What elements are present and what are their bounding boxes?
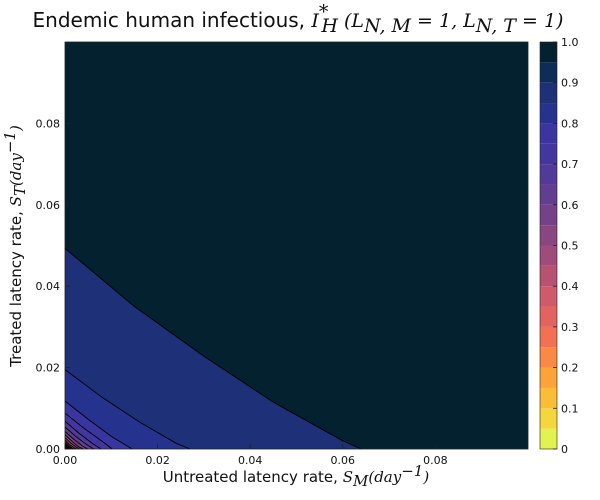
colorbar-band: [540, 204, 557, 226]
colorbar-band: [540, 326, 557, 348]
y-axis-ticks: 0.00 0.02 0.04 0.06 0.08: [36, 117, 70, 456]
chart-title-text: Endemic human infectious,: [33, 8, 312, 32]
colorbar-band: [540, 265, 557, 287]
y-axis-label-symbol: S: [7, 196, 25, 206]
contour-line: [64, 437, 81, 450]
colorbar-tick-label: 0: [561, 443, 568, 456]
colorbar-tick-label: 1.0: [561, 36, 579, 49]
colorbar-band: [540, 367, 557, 388]
colorbar-band: [540, 123, 557, 144]
colorbar-band: [540, 184, 557, 205]
chart-title: Endemic human infectious, I* H (LN, M = 1,…: [33, 1, 564, 37]
y-axis-label-sub: T: [11, 185, 29, 196]
colorbar-band: [540, 225, 557, 246]
chart-title-arg1-sub: N, M: [363, 15, 411, 37]
colorbar-tick-label: 0.9: [561, 77, 579, 90]
colorbar-band: [540, 42, 557, 63]
x-axis-ticks: 0.00 0.02 0.04 0.06 0.08: [53, 444, 448, 467]
y-tick-label: 0.02: [36, 362, 61, 375]
colorbar-ticks: 0 0.1 0.2 0.3 0.4 0.5 0.6 0.7 0.8 0.9 1.0: [553, 36, 579, 456]
contour-line: [64, 412, 113, 450]
colorbar: 0 0.1 0.2 0.3 0.4 0.5 0.6 0.7 0.8 0.9 1.0: [539, 36, 579, 456]
colorbar-band: [540, 62, 557, 83]
contour-bands: [65, 42, 528, 449]
contour-line: [64, 442, 74, 450]
x-axis-label-sub: M: [352, 472, 369, 490]
colorbar-band: [540, 347, 557, 368]
plot-area: [64, 41, 529, 450]
contour-line: [64, 426, 94, 450]
contour-band: [65, 248, 362, 449]
contour-line: [64, 420, 102, 450]
chart-title-arg2-eq: = 1): [516, 10, 564, 32]
chart-title-arg2-sub: N, T: [475, 15, 517, 37]
x-tick-label: 0.00: [53, 454, 78, 467]
colorbar-tick-label: 0.4: [561, 280, 579, 293]
y-tick-label: 0.06: [36, 199, 61, 212]
colorbar-tick-label: 0.2: [561, 362, 579, 375]
contour-line: [64, 431, 88, 450]
x-axis-label-unit: (day: [368, 468, 401, 486]
contour-line: [64, 248, 362, 450]
x-tick-label: 0.04: [238, 454, 263, 467]
contour-line: [64, 369, 191, 450]
colorbar-band: [540, 408, 557, 429]
contour-line: [64, 440, 75, 450]
y-axis-label-unit: (day: [7, 153, 25, 186]
contour-line: [64, 434, 84, 450]
colorbar-tick-label: 0.6: [561, 199, 579, 212]
colorbar-band: [540, 428, 557, 449]
colorbar-tick-label: 0.1: [561, 402, 579, 415]
x-axis-label-sup: −1: [401, 462, 423, 480]
contour-line: [64, 439, 78, 450]
colorbar-band: [540, 82, 557, 104]
chart-title-symbol: I: [310, 10, 319, 32]
chart-title-symbol-sub: H: [320, 15, 338, 37]
colorbar-band: [540, 245, 557, 266]
colorbar-bands: [540, 42, 557, 449]
colorbar-tick-label: 0.7: [561, 158, 579, 171]
y-tick-label: 0.00: [36, 443, 61, 456]
x-axis-label: Untreated latency rate, SM(day−1): [163, 462, 430, 490]
x-axis-label-end: ): [422, 468, 429, 486]
colorbar-band: [540, 103, 557, 124]
x-tick-label: 0.02: [145, 454, 170, 467]
x-tick-label: 0.06: [331, 454, 356, 467]
colorbar-band: [540, 164, 557, 185]
x-axis-label-symbol: S: [343, 468, 353, 486]
colorbar-band: [540, 387, 557, 409]
x-axis-label-text: Untreated latency rate,: [163, 468, 343, 486]
colorbar-tick-label: 0.3: [561, 321, 579, 334]
y-tick-label: 0.04: [36, 280, 61, 293]
contour-lines: [64, 248, 362, 450]
colorbar-band: [540, 306, 557, 327]
chart-title-symbol-sup: *: [319, 1, 329, 23]
y-axis-label-sup: −1: [1, 131, 19, 153]
chart-title-args: (L: [344, 10, 364, 32]
x-tick-label: 0.08: [423, 454, 448, 467]
y-axis-label: Treated latency rate, ST(day−1): [1, 125, 29, 368]
y-axis-label-text: Treated latency rate,: [7, 206, 25, 368]
plot-frame: [64, 41, 529, 450]
colorbar-tick-label: 0.5: [561, 240, 579, 253]
chart-title-arg1-eq: = 1, L: [411, 10, 476, 32]
y-axis-label-end: ): [7, 125, 25, 132]
contour-line: [64, 400, 133, 450]
colorbar-band: [540, 143, 557, 165]
colorbar-tick-label: 0.8: [561, 117, 579, 130]
colorbar-band: [540, 286, 557, 307]
y-tick-label: 0.08: [36, 117, 61, 130]
